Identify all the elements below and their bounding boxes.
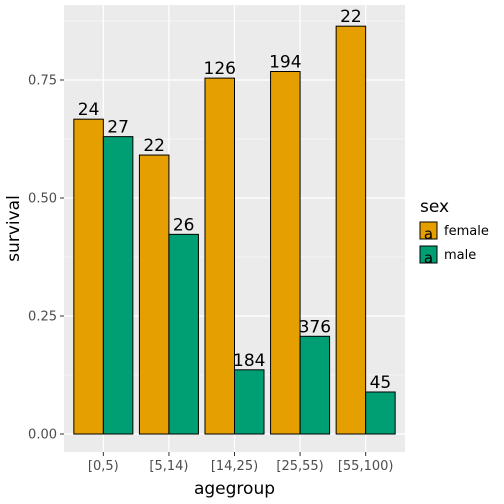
bar-label-male-2: 184 [233, 351, 265, 371]
bar-label-male-1: 26 [173, 215, 195, 235]
x-tick-label: [0,5) [88, 459, 119, 474]
bars [73, 25, 396, 435]
y-tick-label: 0.50 [28, 192, 57, 207]
legend-key-text-female: a [424, 225, 433, 243]
x-tick-label: [5,14) [149, 459, 188, 474]
bar-male-1 [168, 233, 199, 435]
bar-male-3 [299, 335, 331, 435]
legend-label-female: female [444, 224, 489, 239]
y-axis-title: survival [4, 195, 24, 262]
bar-female-0 [73, 118, 104, 435]
bar-female-3 [270, 71, 301, 435]
bar-female-4 [335, 25, 367, 435]
bar-label-male-0: 27 [107, 118, 129, 138]
bar-label-female-0: 24 [78, 100, 100, 120]
bar-labels: 24 22 126 194 22 27 26 184 376 45 [78, 7, 391, 393]
bar-label-female-2: 126 [204, 59, 236, 79]
x-tick-label: [14,25) [211, 459, 258, 474]
y-axis: 0.00 0.25 0.50 0.75 [28, 74, 64, 443]
legend-key-female [419, 221, 438, 240]
x-tick-label: [25,55) [276, 459, 323, 474]
x-tick-label: [55,100) [338, 459, 394, 474]
y-tick-label: 0.75 [28, 74, 57, 89]
bar-male-0 [102, 136, 134, 435]
bar-male-2 [234, 369, 265, 435]
y-tick-label: 0.25 [28, 310, 57, 325]
legend-key-text-male: a [424, 249, 433, 267]
legend-label-male: male [444, 248, 476, 263]
y-tick-label: 0.00 [28, 428, 57, 443]
bar-label-female-3: 194 [269, 53, 301, 73]
bar-female-1 [138, 154, 170, 435]
bar-label-female-4: 22 [340, 7, 362, 27]
legend-key-male [419, 245, 438, 264]
legend-title: sex [420, 197, 449, 217]
bar-female-2 [204, 77, 236, 435]
x-axis: [0,5) [5,14) [14,25) [25,55) [55,100) [88, 452, 394, 474]
bar-label-male-3: 376 [299, 317, 331, 337]
bar-male-4 [365, 391, 396, 435]
x-axis-title: agegroup [194, 479, 275, 499]
bar-label-male-4: 45 [370, 373, 392, 393]
bar-label-female-1: 22 [143, 136, 165, 156]
